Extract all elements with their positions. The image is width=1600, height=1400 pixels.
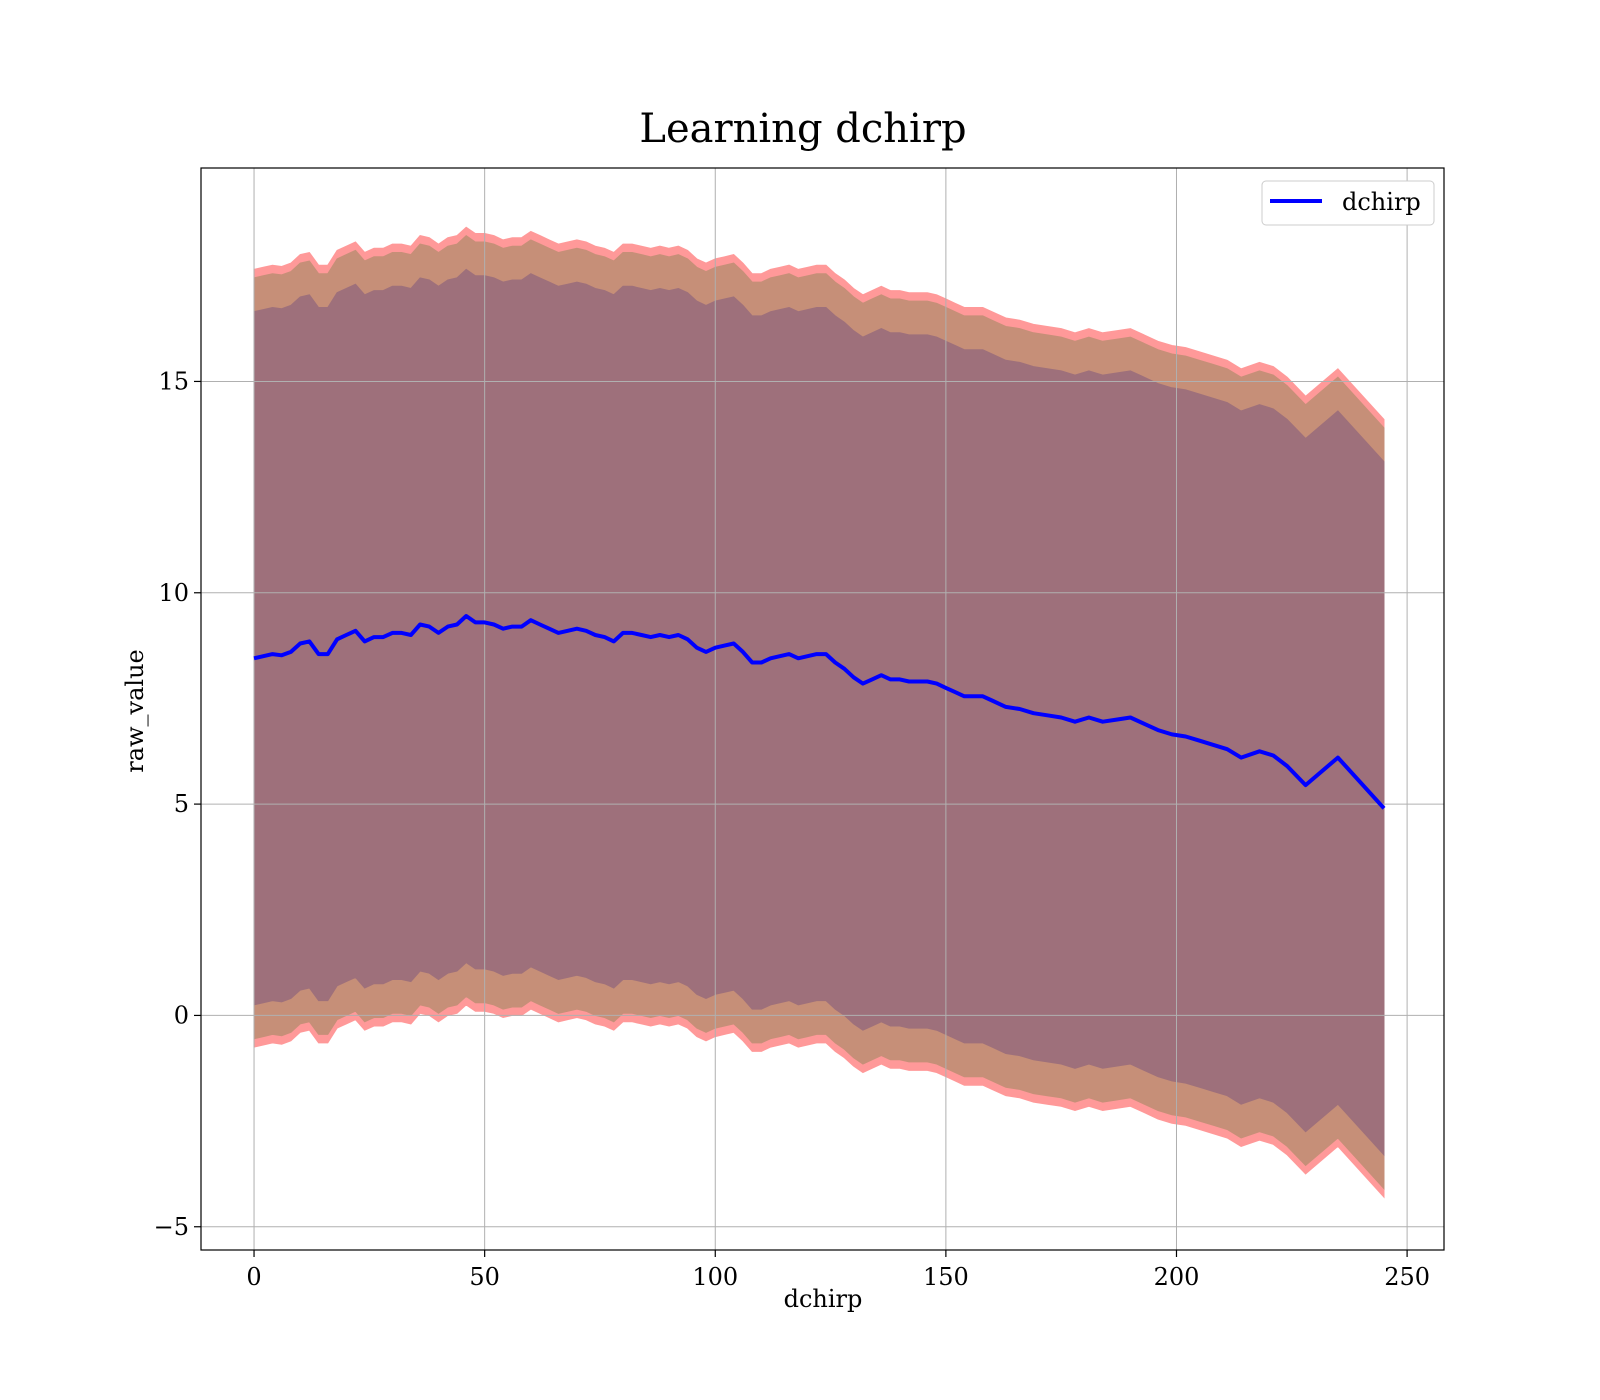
x-tick-label: 0 bbox=[246, 1263, 261, 1291]
y-tick-label: 5 bbox=[174, 790, 189, 818]
x-axis-label: dchirp bbox=[784, 1285, 863, 1313]
axes-frame bbox=[200, 167, 1445, 1251]
y-tick-label: 15 bbox=[158, 367, 189, 395]
y-tick-label: −5 bbox=[154, 1213, 189, 1241]
x-tick-label: 200 bbox=[1154, 1263, 1200, 1291]
legend-frame bbox=[1261, 180, 1435, 226]
x-tick-label: 250 bbox=[1384, 1263, 1430, 1291]
x-tick-label: 50 bbox=[469, 1263, 500, 1291]
y-tick-label: 0 bbox=[174, 1001, 189, 1029]
y-axis-label: raw_value bbox=[121, 649, 149, 773]
confidence-band-3 bbox=[253, 268, 1385, 1157]
chart-title: Learning dchirp bbox=[639, 106, 966, 152]
legend-entry-dchirp: dchirp bbox=[1342, 188, 1421, 216]
legend: dchirp bbox=[1261, 180, 1435, 226]
x-tick-label: 100 bbox=[692, 1263, 738, 1291]
y-tick-label: 10 bbox=[158, 579, 189, 607]
plot-area: 0 50 100 150 200 250 −5 0 5 10 15 bbox=[154, 167, 1445, 1291]
x-tick-label: 150 bbox=[923, 1263, 969, 1291]
series-line-dchirp bbox=[253, 614, 1386, 810]
